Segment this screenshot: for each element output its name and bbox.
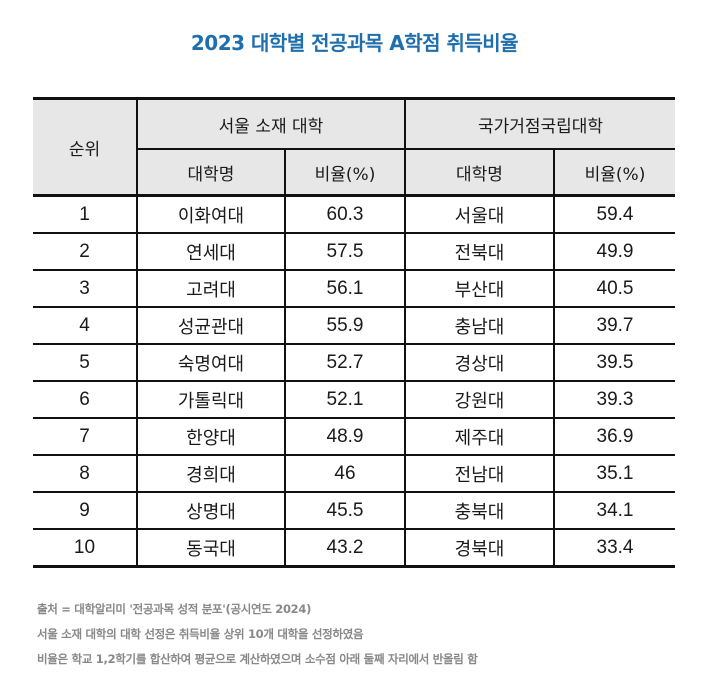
table-row: 6 가톨릭대 52.1 강원대 39.3 <box>33 381 675 419</box>
national-rate-value: 33.4 <box>553 529 675 568</box>
grade-ratio-table: 순위 서울 소재 대학 국가거점국립대학 대학명 비율(%) 대학명 비율(%)… <box>33 97 675 568</box>
rank-cell: 10 <box>33 529 137 568</box>
national-rate-value: 34.1 <box>553 492 675 530</box>
seoul-university-name: 경희대 <box>136 455 285 493</box>
seoul-rate-value: 46 <box>284 455 405 493</box>
national-university-name: 전북대 <box>404 233 554 271</box>
national-university-name: 강원대 <box>404 381 554 419</box>
seoul-name-header: 대학명 <box>136 149 285 197</box>
rank-cell: 1 <box>33 195 137 234</box>
rank-cell: 5 <box>33 344 137 382</box>
national-university-name: 부산대 <box>404 270 554 308</box>
national-university-name: 경상대 <box>404 344 554 382</box>
national-university-name: 충남대 <box>404 307 554 345</box>
page-title: 2023 대학별 전공과목 A학점 취득비율 <box>190 31 519 55</box>
rank-cell: 6 <box>33 381 137 419</box>
table-row: 3 고려대 56.1 부산대 40.5 <box>33 270 675 308</box>
national-rate-value: 35.1 <box>553 455 675 493</box>
national-rate-value: 40.5 <box>553 270 675 308</box>
seoul-university-name: 가톨릭대 <box>136 381 285 419</box>
rank-cell: 8 <box>33 455 137 493</box>
rank-cell: 2 <box>33 233 137 271</box>
national-university-name: 제주대 <box>404 418 554 456</box>
rank-header: 순위 <box>33 98 137 197</box>
seoul-university-name: 숙명여대 <box>136 344 285 382</box>
source-note: 출처 = 대학알리미 '전공과목 성적 분포'(공시연도 2024) <box>37 602 312 616</box>
national-rate-value: 59.4 <box>553 195 675 234</box>
footnotes: 출처 = 대학알리미 '전공과목 성적 분포'(공시연도 2024) 서울 소재… <box>37 600 697 675</box>
seoul-rate-header: 비율(%) <box>284 149 405 197</box>
table-row: 1 이화여대 60.3 서울대 59.4 <box>33 195 675 234</box>
table-row: 5 숙명여대 52.7 경상대 39.5 <box>33 344 675 382</box>
seoul-rate-value: 43.2 <box>284 529 405 568</box>
seoul-rate-value: 60.3 <box>284 195 405 234</box>
seoul-university-name: 성균관대 <box>136 307 285 345</box>
seoul-rate-value: 57.5 <box>284 233 405 271</box>
seoul-university-name: 고려대 <box>136 270 285 308</box>
national-university-name: 경북대 <box>404 529 554 568</box>
table-row: 10 동국대 43.2 경북대 33.4 <box>33 529 675 568</box>
national-rate-value: 49.9 <box>553 233 675 271</box>
national-rate-value: 39.7 <box>553 307 675 345</box>
seoul-rate-value: 55.9 <box>284 307 405 345</box>
calculation-note: 비율은 학교 1,2학기를 합산하여 평균으로 계산하였으며 소수점 아래 둘째… <box>37 652 478 666</box>
rank-cell: 4 <box>33 307 137 345</box>
seoul-university-name: 이화여대 <box>136 195 285 234</box>
table-row: 7 한양대 48.9 제주대 36.9 <box>33 418 675 456</box>
national-group-header: 국가거점국립대학 <box>404 98 675 150</box>
national-university-name: 서울대 <box>404 195 554 234</box>
national-name-header: 대학명 <box>404 149 554 197</box>
national-university-name: 전남대 <box>404 455 554 493</box>
seoul-university-name: 상명대 <box>136 492 285 530</box>
seoul-rate-value: 45.5 <box>284 492 405 530</box>
table-body: 1 이화여대 60.3 서울대 59.4 2 연세대 57.5 전북대 49.9 3 고려대 56.1 부… <box>33 195 675 568</box>
selection-note: 서울 소재 대학의 대학 선정은 취득비율 상위 10개 대학을 선정하였음 <box>37 627 364 641</box>
rank-cell: 7 <box>33 418 137 456</box>
table-row: 4 성균관대 55.9 충남대 39.7 <box>33 307 675 345</box>
rank-cell: 3 <box>33 270 137 308</box>
seoul-university-name: 동국대 <box>136 529 285 568</box>
rank-cell: 9 <box>33 492 137 530</box>
seoul-rate-value: 56.1 <box>284 270 405 308</box>
national-rate-value: 39.5 <box>553 344 675 382</box>
seoul-rate-value: 52.1 <box>284 381 405 419</box>
national-rate-header: 비율(%) <box>553 149 675 197</box>
table-row: 9 상명대 45.5 충북대 34.1 <box>33 492 675 530</box>
seoul-rate-value: 48.9 <box>284 418 405 456</box>
national-university-name: 충북대 <box>404 492 554 530</box>
seoul-group-header: 서울 소재 대학 <box>136 98 405 150</box>
seoul-university-name: 한양대 <box>136 418 285 456</box>
national-rate-value: 39.3 <box>553 381 675 419</box>
seoul-university-name: 연세대 <box>136 233 285 271</box>
national-rate-value: 36.9 <box>553 418 675 456</box>
table-row: 2 연세대 57.5 전북대 49.9 <box>33 233 675 271</box>
seoul-rate-value: 52.7 <box>284 344 405 382</box>
table-row: 8 경희대 46 전남대 35.1 <box>33 455 675 493</box>
